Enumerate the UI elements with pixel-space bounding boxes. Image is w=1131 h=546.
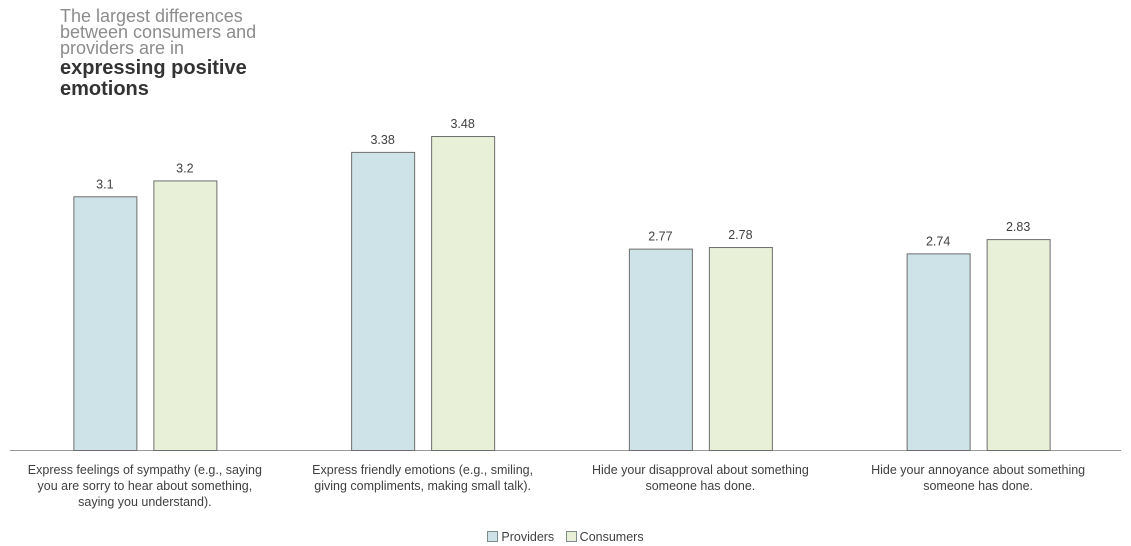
category-label-3: Hide your disapproval about something so… [591,463,809,493]
bar-providers-3 [628,248,693,451]
data-label-providers-3: 2.77 [648,230,672,244]
bar-providers-4 [906,253,971,451]
data-label-consumers-4: 2.83 [1006,220,1030,234]
chart-title-intro: The largest differences between consumer… [60,6,257,58]
legend-swatch-consumers [565,531,577,542]
bar-providers-2 [351,151,416,451]
category-label-1: Express feelings of sympathy (e.g., sayi… [27,463,262,509]
bar-providers-1 [73,196,138,451]
data-label-providers-2: 3.38 [370,133,394,147]
bar-consumers-2 [431,136,496,451]
bar-consumers-4 [986,239,1051,451]
data-label-providers-1: 3.1 [96,177,113,191]
legend-swatch-providers [487,531,499,542]
data-label-providers-4: 2.74 [926,234,950,248]
legend-label-consumers: Consumers [579,530,644,544]
bar-consumers-3 [708,247,773,451]
category-label-4: Hide your annoyance about something some… [871,463,1086,493]
data-label-consumers-2: 3.48 [450,117,474,131]
legend-item-providers: Providers [487,530,554,544]
data-label-consumers-3: 2.78 [728,228,752,242]
category-label-2: Express friendly emotions (e.g., smiling… [312,463,534,493]
legend: Providers Consumers [0,530,1131,544]
chart-title: The largest differences between consumer… [60,6,320,100]
legend-item-consumers: Consumers [565,530,644,544]
bar-consumers-1 [153,180,218,452]
data-label-consumers-1: 3.2 [176,161,193,175]
legend-label-providers: Providers [501,530,555,544]
chart-title-emphasis: expressing positive emotions [60,57,247,100]
